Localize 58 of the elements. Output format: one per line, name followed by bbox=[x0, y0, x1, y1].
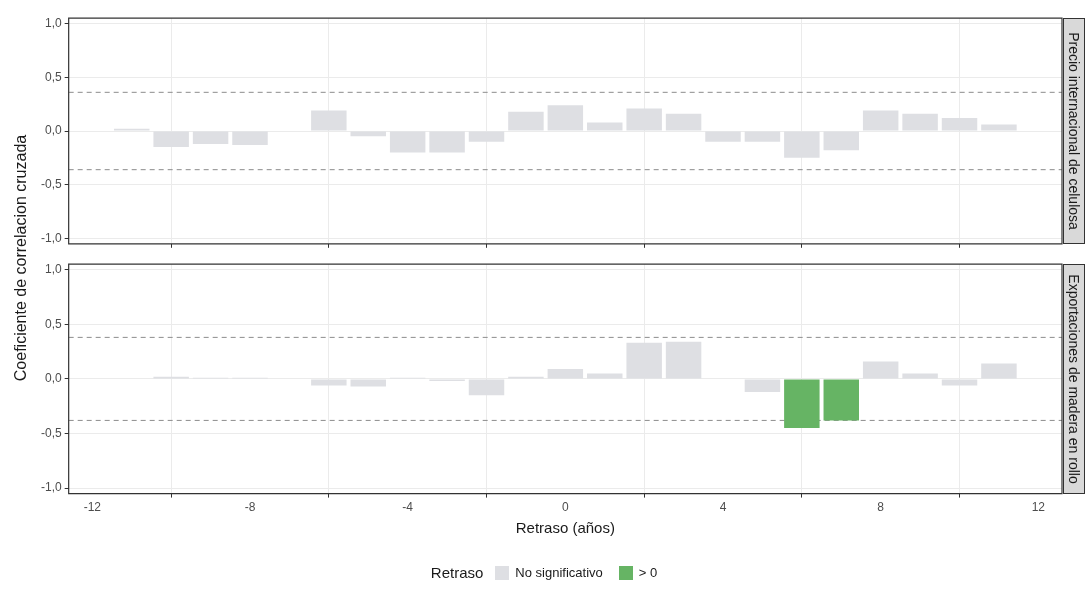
x-tick-label: -8 bbox=[244, 500, 256, 515]
bar bbox=[626, 108, 662, 131]
y-tick-label: 1,0 bbox=[44, 261, 62, 276]
bar bbox=[389, 131, 426, 153]
bar bbox=[311, 379, 347, 386]
bar bbox=[862, 110, 899, 131]
text: Exportaciones de madera en rollo bbox=[1066, 274, 1082, 484]
y-tick-label: -1,0 bbox=[40, 230, 62, 245]
x-tick-label: -4 bbox=[402, 500, 414, 515]
bar bbox=[705, 131, 741, 142]
bar bbox=[744, 379, 781, 393]
bar bbox=[941, 379, 978, 386]
bar bbox=[823, 131, 859, 151]
bar bbox=[429, 131, 465, 153]
bar bbox=[468, 131, 505, 142]
y-tick-label: 1,0 bbox=[44, 15, 62, 30]
y-tick-label: 0,0 bbox=[44, 371, 62, 386]
bar bbox=[153, 131, 189, 148]
bar bbox=[823, 379, 859, 421]
bar bbox=[508, 111, 544, 131]
y-tick-label: 0,5 bbox=[44, 69, 62, 84]
legend-label: > 0 bbox=[638, 565, 658, 580]
legend-label: No significativo bbox=[515, 565, 603, 580]
bar bbox=[468, 379, 505, 396]
bar bbox=[862, 361, 899, 379]
y-tick-label: -0,5 bbox=[40, 177, 62, 192]
bar bbox=[232, 131, 268, 145]
x-tick-label: 12 bbox=[1031, 500, 1046, 515]
bar bbox=[587, 122, 623, 131]
bar bbox=[547, 369, 584, 379]
x-tick-label: 8 bbox=[877, 500, 885, 515]
bar bbox=[311, 110, 347, 131]
y-tick-label: -1,0 bbox=[40, 480, 62, 495]
bar bbox=[665, 341, 702, 379]
bar bbox=[192, 131, 229, 144]
bar bbox=[981, 124, 1017, 131]
x-tick-label: -12 bbox=[83, 500, 102, 515]
text: Precio internacional de celulosa bbox=[1066, 32, 1082, 230]
bar bbox=[784, 131, 820, 158]
bar bbox=[784, 379, 820, 429]
bar bbox=[902, 373, 938, 379]
x-tick-label: 0 bbox=[562, 500, 569, 515]
bar bbox=[744, 131, 781, 142]
bar bbox=[902, 113, 938, 131]
bar bbox=[587, 373, 623, 379]
bar bbox=[547, 105, 584, 131]
bar bbox=[665, 113, 702, 131]
bar bbox=[941, 118, 978, 131]
y-tick-label: 0,0 bbox=[44, 123, 62, 138]
bar bbox=[981, 363, 1017, 379]
y-tick-label: -0,5 bbox=[40, 425, 62, 440]
y-tick-label: 0,5 bbox=[44, 316, 62, 331]
x-axis-title: Retraso (años) bbox=[515, 519, 615, 537]
legend-title: Retraso bbox=[430, 564, 484, 581]
x-tick-label: 4 bbox=[719, 500, 727, 515]
bar bbox=[626, 342, 662, 379]
y-axis-title: Coeficiente de correlacion cruzada bbox=[12, 134, 30, 382]
bar bbox=[350, 379, 386, 387]
